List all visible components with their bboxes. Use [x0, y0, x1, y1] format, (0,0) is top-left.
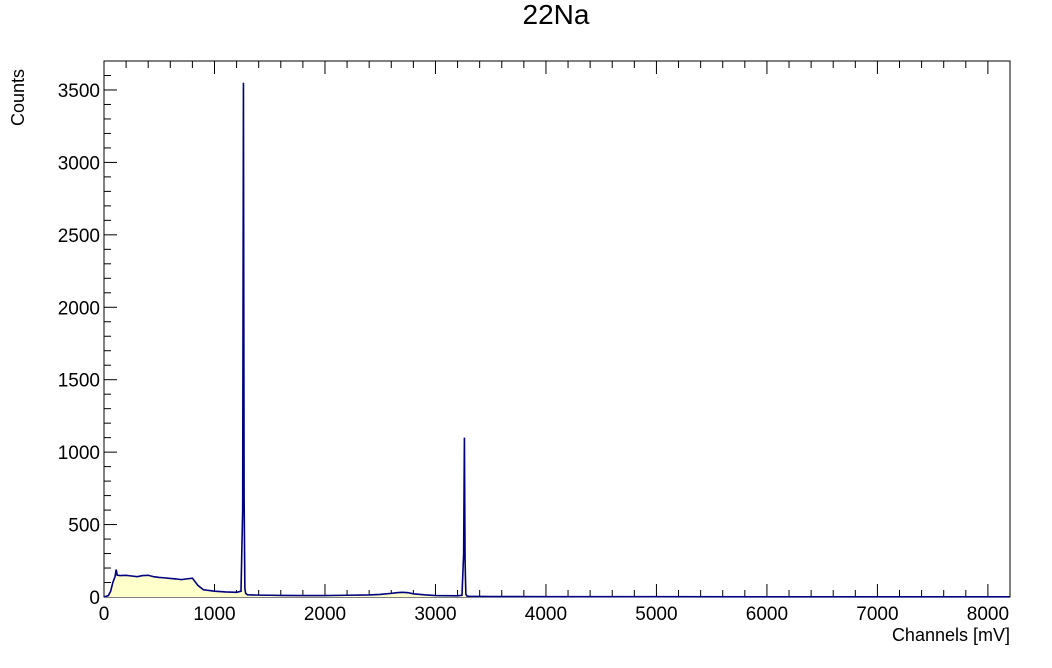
x-tick-label: 6000	[746, 604, 788, 625]
x-tick-label: 0	[99, 604, 110, 625]
x-tick-label: 8000	[967, 604, 1009, 625]
plot-frame	[103, 60, 1011, 598]
series-0-area	[104, 82, 1010, 598]
x-tick-label: 2000	[304, 604, 346, 625]
y-tick-label: 3000	[58, 153, 100, 174]
series-0-line	[103, 82, 1010, 598]
y-tick-label: 0	[89, 588, 100, 609]
chart-title: 22Na	[523, 0, 590, 30]
y-tick-label: 1000	[58, 443, 100, 464]
ticks-group: 0 1000 2000 3000 4000 5000 6000 7000 8000 0 500 100…	[58, 61, 1011, 625]
y-tick-label: 2500	[58, 226, 100, 247]
y-tick-label: 3500	[58, 81, 100, 102]
y-tick-label: 2000	[58, 298, 100, 319]
y-axis-title: Counts	[8, 69, 28, 126]
x-tick-label: 1000	[193, 604, 235, 625]
x-tick-label: 3000	[414, 604, 456, 625]
series-group	[103, 82, 1010, 598]
y-tick-label: 1500	[58, 371, 100, 392]
x-tick-label: 5000	[635, 604, 677, 625]
y-tick-label: 500	[68, 516, 100, 537]
x-axis-title: Channels [mV]	[892, 625, 1010, 645]
x-tick-label: 4000	[525, 604, 567, 625]
x-tick-label: 7000	[856, 604, 898, 625]
